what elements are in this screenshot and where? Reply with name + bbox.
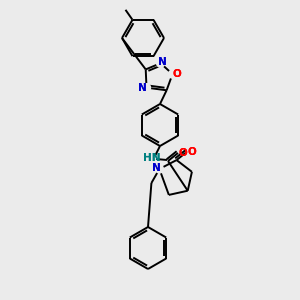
- Text: O: O: [187, 147, 196, 157]
- Text: O: O: [187, 147, 196, 157]
- Text: N: N: [138, 82, 147, 93]
- Text: N: N: [158, 57, 167, 67]
- Text: N: N: [152, 163, 161, 173]
- Text: HN: HN: [143, 153, 161, 163]
- Circle shape: [155, 165, 164, 173]
- Text: N: N: [138, 82, 147, 93]
- Circle shape: [142, 84, 151, 92]
- Text: O: O: [178, 148, 188, 158]
- Text: O: O: [172, 69, 181, 79]
- Text: O: O: [178, 148, 188, 158]
- Circle shape: [169, 70, 176, 78]
- Circle shape: [157, 59, 165, 67]
- Text: N: N: [152, 163, 161, 173]
- Text: N: N: [158, 57, 167, 67]
- Text: O: O: [172, 69, 181, 79]
- Text: HN: HN: [143, 153, 161, 163]
